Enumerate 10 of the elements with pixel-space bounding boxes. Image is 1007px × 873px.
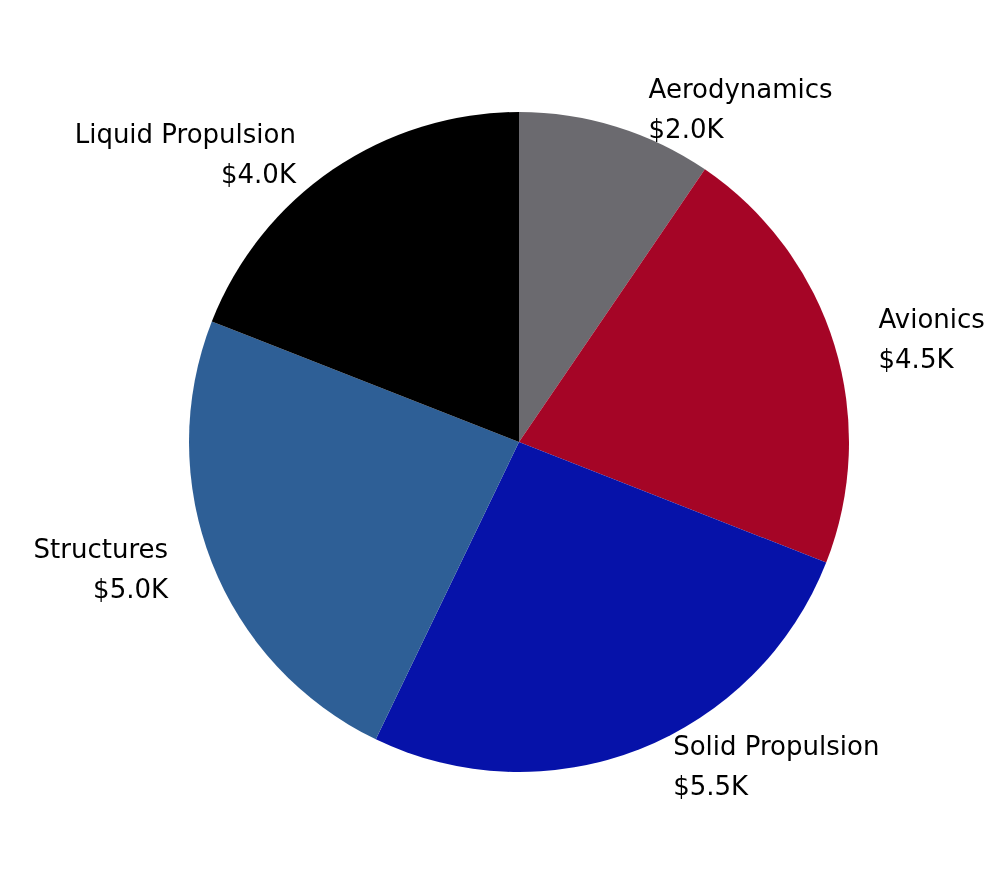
slice-label: Solid Propulsion xyxy=(673,730,880,761)
data-label: $5.5K xyxy=(673,770,750,801)
data-label: $2.0K xyxy=(648,114,725,145)
data-label: $4.5K xyxy=(878,344,955,375)
slice-label: Avionics xyxy=(878,304,985,335)
slice-label: Liquid Propulsion xyxy=(74,119,296,150)
slice-label: Structures xyxy=(33,534,169,565)
data-label: $4.0K xyxy=(221,159,297,190)
data-label: $5.0K xyxy=(93,574,169,605)
slice-label: Aerodynamics xyxy=(648,74,833,105)
